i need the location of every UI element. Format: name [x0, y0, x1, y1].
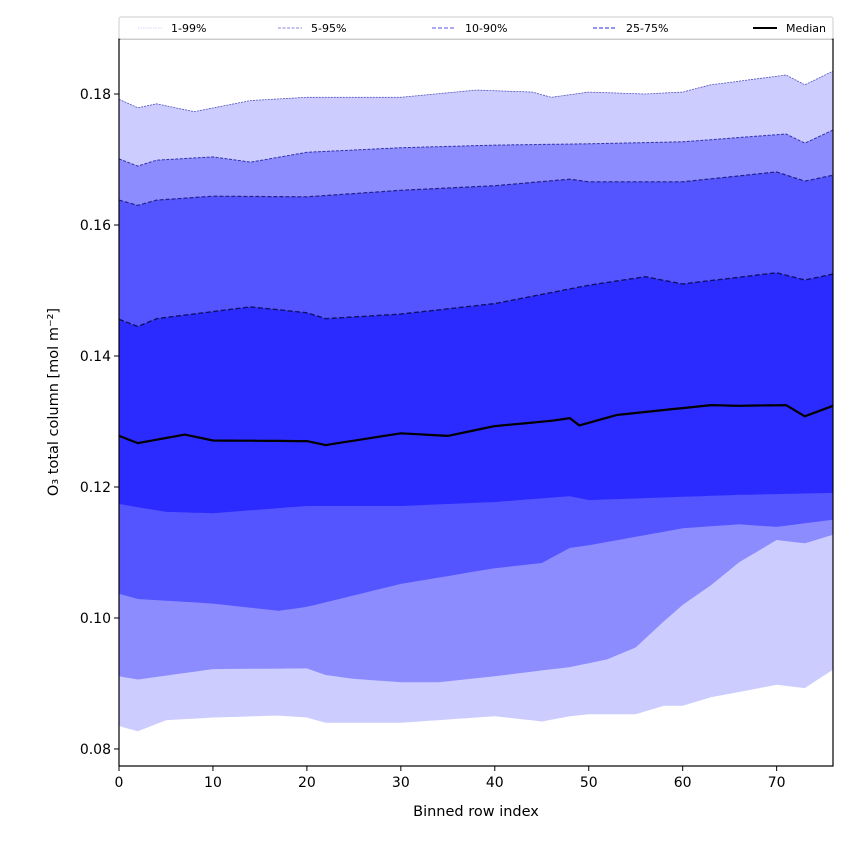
line-p90 [118, 171, 834, 207]
y-tick-label: 0.10 [80, 611, 111, 627]
legend-box [118, 16, 834, 40]
legend-label: 5-95% [311, 22, 346, 35]
x-tick-label: 40 [486, 775, 504, 791]
legend: 1-99% 5-95% 10-90% 25-75% Median [118, 16, 834, 40]
x-tick-label: 10 [204, 775, 222, 791]
band-25-75 [119, 272, 833, 514]
y-tick-label: 0.16 [80, 218, 111, 234]
x-axis: 0 10 20 30 40 50 60 70 [115, 766, 786, 791]
x-tick-label: 30 [392, 775, 410, 791]
legend-label: Median [786, 22, 826, 35]
y-axis-label: O₃ total column [mol m⁻²] [46, 308, 62, 496]
legend-label: 10-90% [465, 22, 507, 35]
legend-label: 25-75% [626, 22, 668, 35]
x-tick-label: 0 [115, 775, 124, 791]
percentile-lines-layer [118, 70, 834, 447]
line-p75 [118, 272, 834, 328]
x-tick-label: 50 [580, 775, 598, 791]
x-tick-label: 60 [674, 775, 692, 791]
y-tick-label: 0.12 [80, 480, 111, 496]
x-axis-label: Binned row index [413, 804, 539, 820]
x-tick-label: 20 [298, 775, 316, 791]
line-median [118, 403, 834, 447]
y-tick-label: 0.18 [80, 87, 111, 103]
line-p95 [118, 129, 834, 167]
y-axis: 0.08 0.10 0.12 0.14 0.16 0.18 [80, 87, 119, 758]
y-tick-label: 0.08 [80, 742, 111, 758]
bands-layer [119, 71, 833, 732]
legend-label: 1-99% [171, 22, 206, 35]
x-tick-label: 70 [768, 775, 786, 791]
y-tick-label: 0.14 [80, 349, 111, 365]
line-p99 [118, 70, 834, 113]
